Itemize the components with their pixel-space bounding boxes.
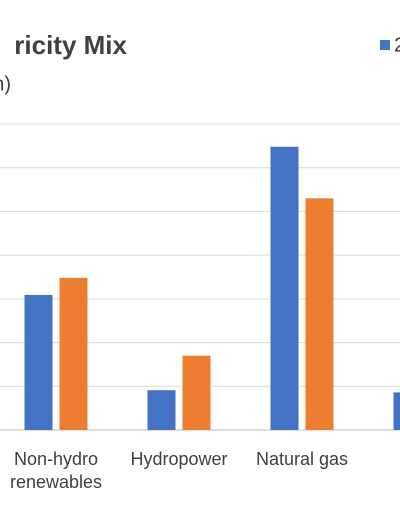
x-tick-label: Hydropower <box>130 449 228 469</box>
x-tick-label: Non-hydro renewables <box>9 449 103 492</box>
bar <box>393 392 400 430</box>
bar <box>182 355 211 430</box>
x-tick-label: Natural gas <box>255 449 349 469</box>
bar <box>59 277 88 430</box>
chart-title: ricity Mix <box>14 30 127 60</box>
bar <box>147 390 176 430</box>
legend-label: 2 <box>394 34 400 56</box>
x-tick-label: Co oth <box>365 448 400 494</box>
legend-swatch <box>380 40 390 50</box>
chart-subtitle: n) <box>0 73 11 95</box>
bar <box>270 146 299 430</box>
bar <box>305 198 334 430</box>
bar <box>24 294 53 430</box>
